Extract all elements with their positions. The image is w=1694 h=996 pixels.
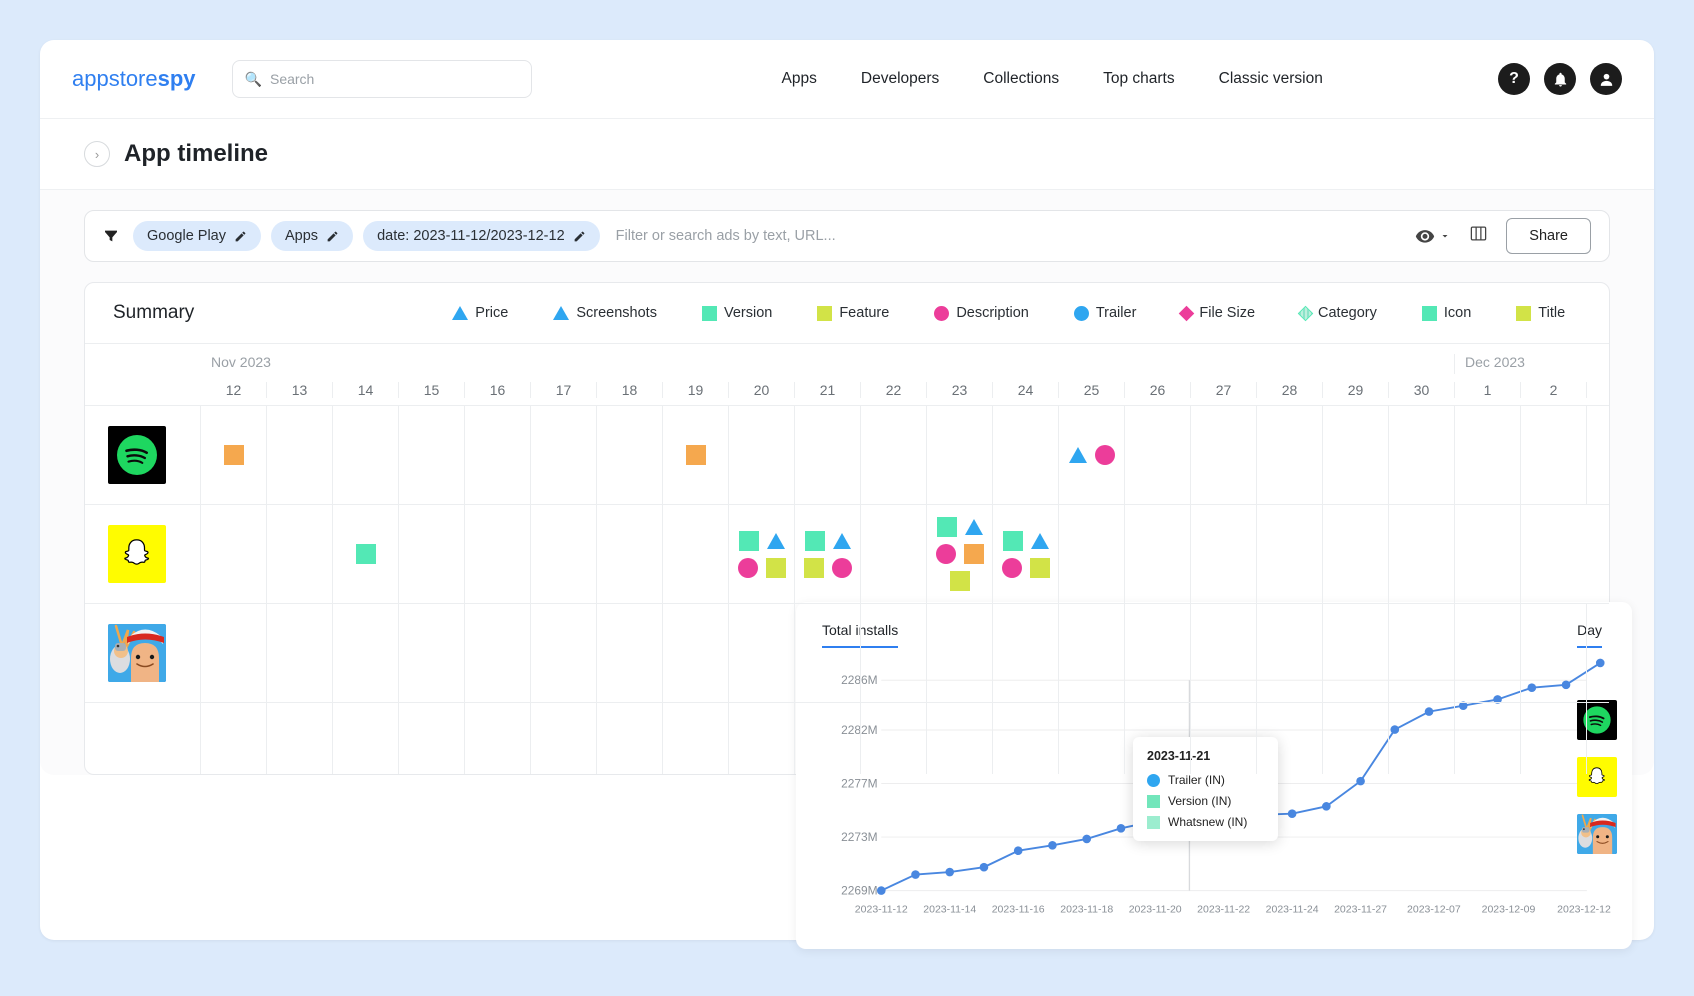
svg-text:2023-12-09: 2023-12-09 — [1482, 904, 1536, 916]
svg-text:2023-11-24: 2023-11-24 — [1266, 904, 1319, 916]
svg-text:2023-11-27: 2023-11-27 — [1334, 904, 1387, 916]
svg-text:2023-11-14: 2023-11-14 — [923, 904, 976, 916]
svg-text:2277M: 2277M — [841, 776, 878, 790]
svg-text:2273M: 2273M — [841, 830, 878, 844]
svg-text:2023-11-22: 2023-11-22 — [1197, 904, 1250, 916]
svg-text:2023-11-18: 2023-11-18 — [1060, 904, 1113, 916]
svg-text:2269M: 2269M — [841, 883, 878, 897]
svg-text:2023-11-12: 2023-11-12 — [855, 904, 908, 916]
svg-text:2023-11-20: 2023-11-20 — [1129, 904, 1182, 916]
svg-text:2023-11-16: 2023-11-16 — [992, 904, 1045, 916]
svg-text:2023-12-07: 2023-12-07 — [1407, 904, 1461, 916]
svg-text:2023-12-12: 2023-12-12 — [1557, 904, 1611, 916]
